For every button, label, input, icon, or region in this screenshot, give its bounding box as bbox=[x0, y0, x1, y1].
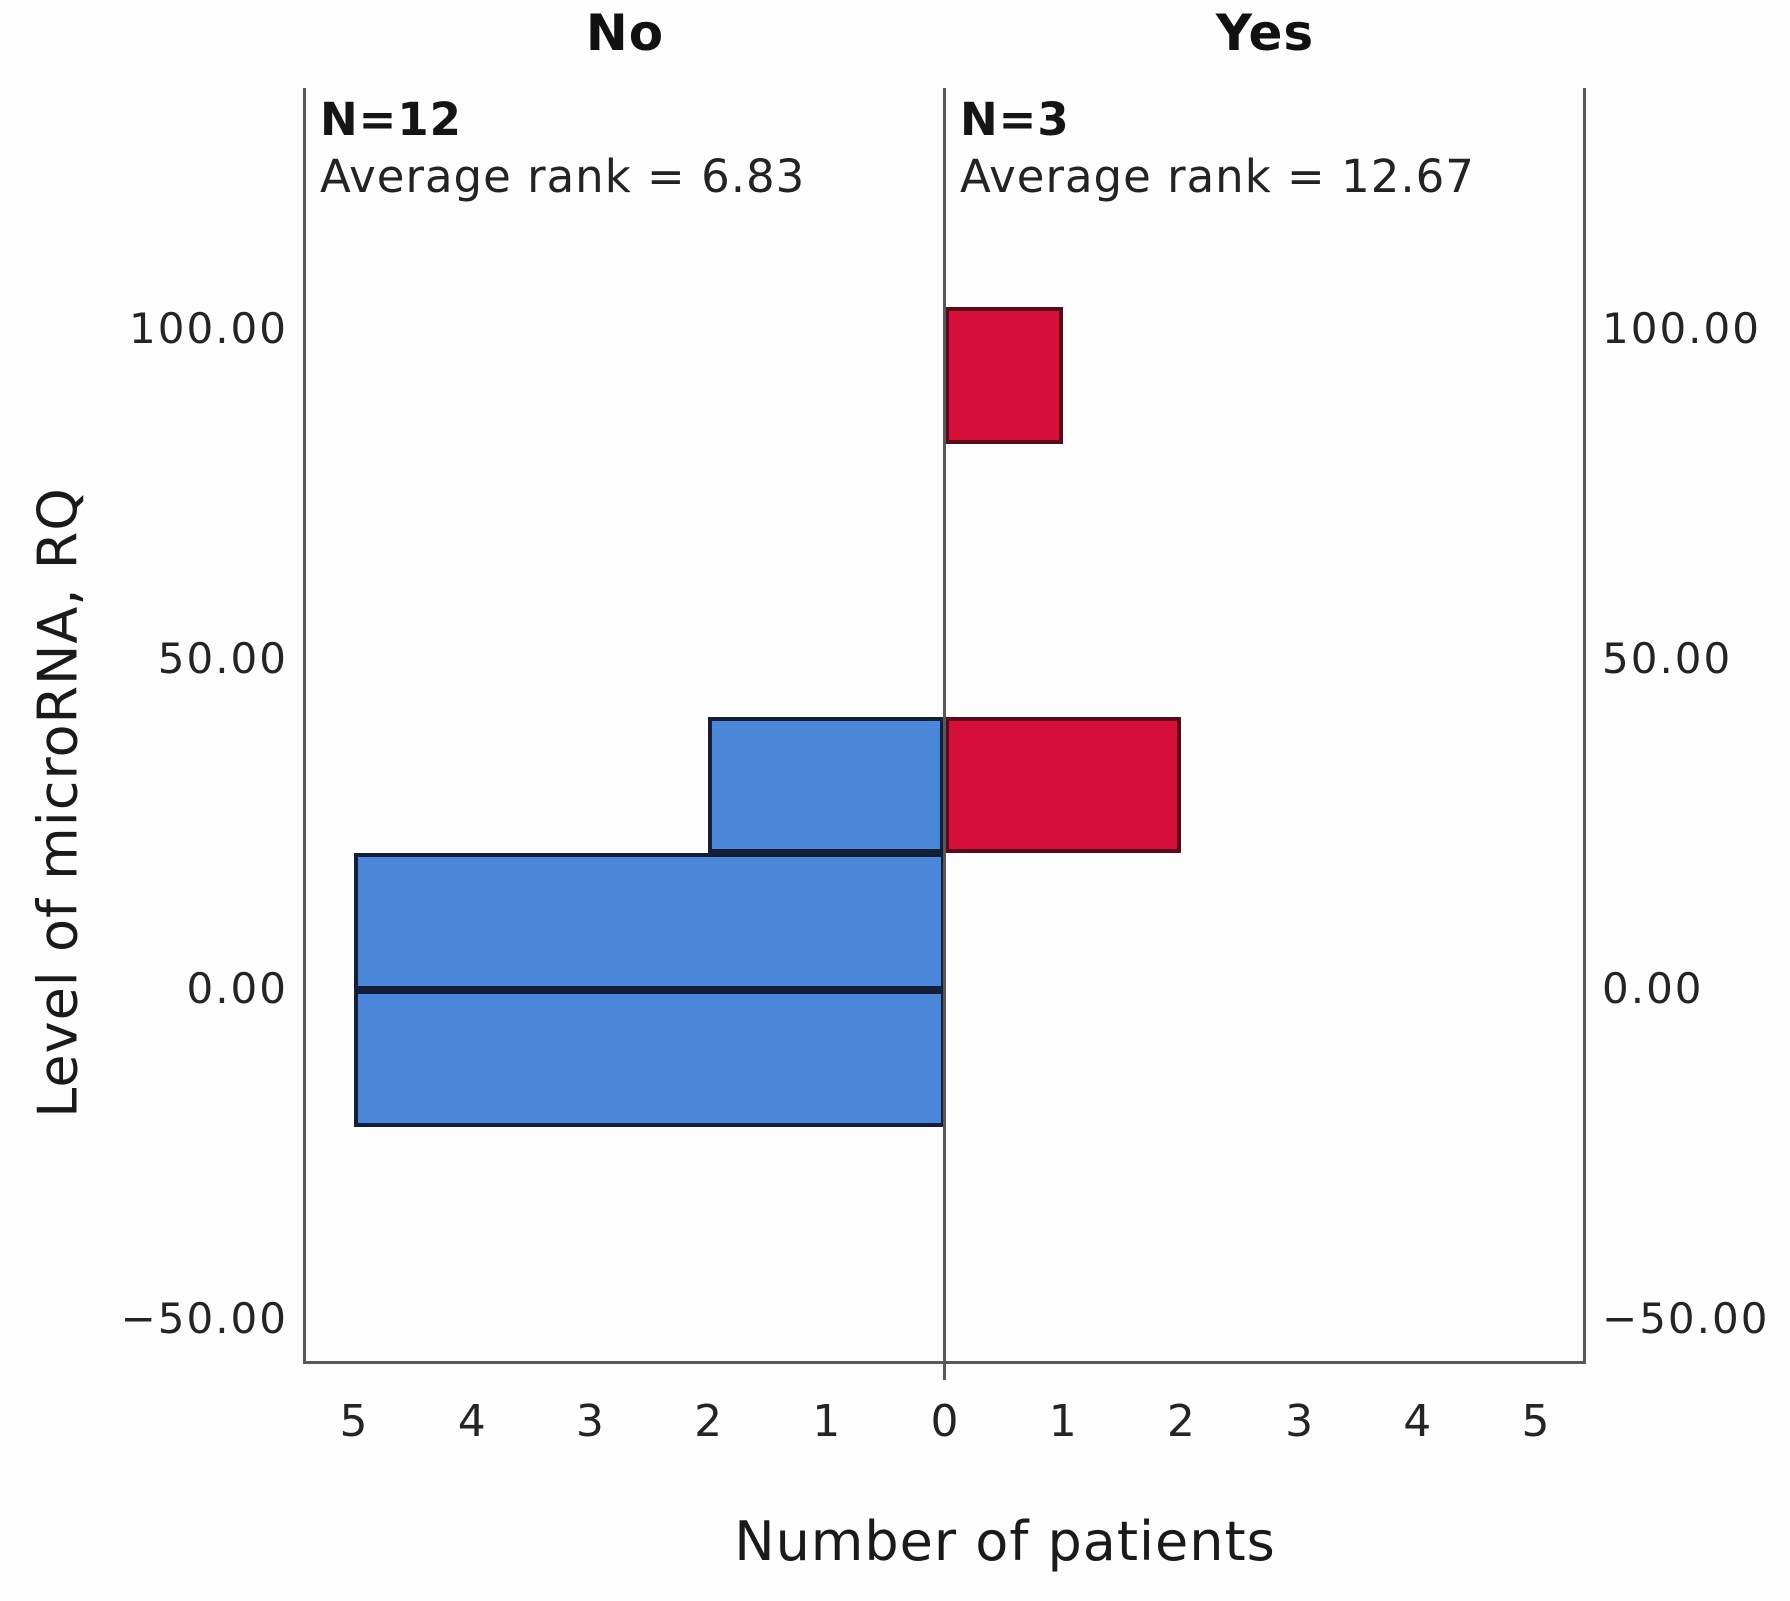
x-tick-label: 2 bbox=[1166, 1396, 1195, 1447]
x-tick-label: 3 bbox=[1285, 1396, 1314, 1447]
annotation-avgrank-right: Average rank = 12.67 bbox=[960, 150, 1475, 203]
x-tick-label: 5 bbox=[1521, 1396, 1550, 1447]
y-tick-label-left: 100.00 bbox=[129, 304, 288, 353]
y-axis-title: Level of microRNA, RQ bbox=[26, 487, 90, 1118]
panel-title-no: No bbox=[585, 4, 665, 62]
y-tick-label-right: 50.00 bbox=[1602, 634, 1733, 683]
histogram-bar-yes bbox=[944, 716, 1181, 854]
x-tick-label: 0 bbox=[930, 1396, 959, 1447]
annotation-n-right: N=3 bbox=[960, 93, 1070, 146]
panel-title-yes: Yes bbox=[1215, 4, 1315, 62]
x-tick-label: 3 bbox=[575, 1396, 604, 1447]
y-tick-label-right: 0.00 bbox=[1602, 964, 1704, 1013]
histogram-bar-yes bbox=[944, 306, 1063, 444]
y-tick-label-right: −50.00 bbox=[1602, 1294, 1770, 1343]
histogram-bar-no bbox=[353, 990, 945, 1127]
bottom-axis-line bbox=[303, 1361, 1586, 1364]
histogram-bar-no bbox=[353, 853, 945, 990]
x-tick-label: 5 bbox=[339, 1396, 368, 1447]
x-tick-label: 4 bbox=[457, 1396, 486, 1447]
y-tick-label-right: 100.00 bbox=[1602, 304, 1761, 353]
y-tick-label-left: 50.00 bbox=[157, 634, 288, 683]
x-tick-label: 4 bbox=[1403, 1396, 1432, 1447]
y-tick-label-left: −50.00 bbox=[120, 1294, 288, 1343]
x-tick-label: 1 bbox=[1048, 1396, 1077, 1447]
left-axis-line bbox=[303, 88, 306, 1364]
annotation-n-left: N=12 bbox=[320, 93, 462, 146]
annotation-avgrank-left: Average rank = 6.83 bbox=[320, 150, 806, 203]
x-tick-label: 1 bbox=[812, 1396, 841, 1447]
x-axis-title: Number of patients bbox=[734, 1510, 1276, 1573]
y-tick-label-left: 0.00 bbox=[186, 964, 288, 1013]
x-tick-label: 2 bbox=[694, 1396, 723, 1447]
histogram-bar-no bbox=[708, 716, 945, 854]
center-axis-line bbox=[943, 88, 946, 1380]
right-axis-line bbox=[1583, 88, 1586, 1364]
